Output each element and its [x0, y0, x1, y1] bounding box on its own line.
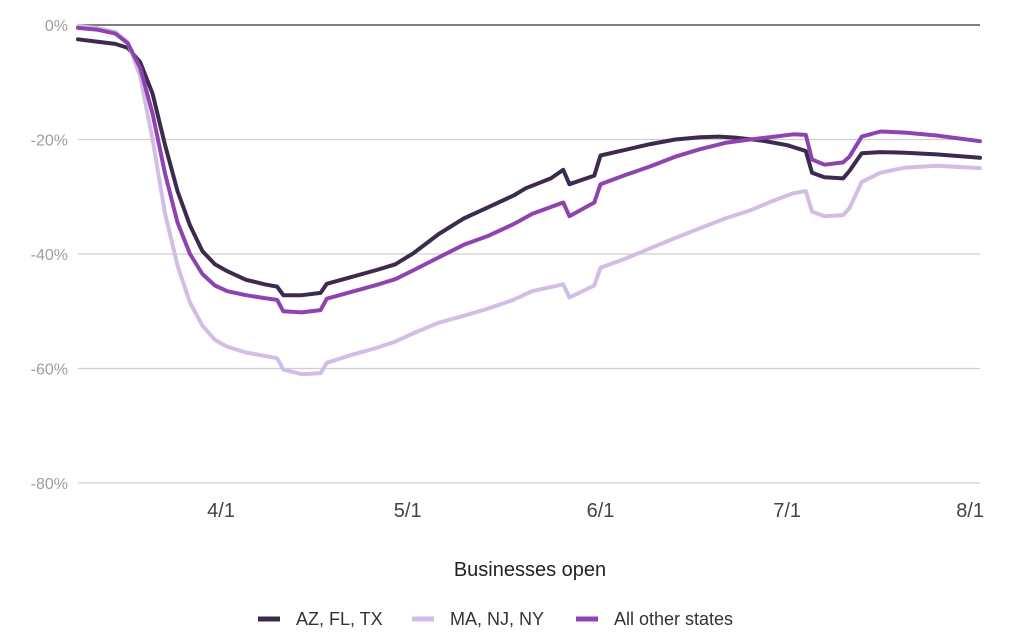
legend-label: AZ, FL, TX [296, 609, 383, 629]
series-line-2 [76, 24, 982, 377]
x-tick-label: 8/1 [956, 500, 984, 522]
series-line-3 [76, 25, 982, 315]
y-tick-label: -60% [31, 362, 68, 379]
legend-label: All other states [614, 609, 733, 629]
series-line-1 [76, 37, 982, 298]
legend: AZ, FL, TX MA, NJ, NY All other states [258, 609, 733, 629]
x-tick-label: 5/1 [394, 500, 422, 522]
y-tick-label: -40% [31, 247, 68, 264]
y-tick-label: -80% [31, 476, 68, 493]
y-tick-label: -20% [31, 133, 68, 150]
x-tick-label: 7/1 [773, 500, 801, 522]
gridlines [78, 24, 980, 484]
y-tick-label: 0% [45, 18, 68, 35]
x-tick-label: 4/1 [207, 500, 235, 522]
x-axis-ticks: 4/1 5/1 6/1 7/1 8/1 [207, 500, 984, 522]
x-axis-label: Businesses open [454, 559, 606, 581]
series-lines [76, 24, 982, 377]
legend-label: MA, NJ, NY [450, 609, 544, 629]
x-tick-label: 6/1 [587, 500, 615, 522]
y-axis-ticks: 0% -20% -40% -60% -80% [31, 18, 68, 493]
